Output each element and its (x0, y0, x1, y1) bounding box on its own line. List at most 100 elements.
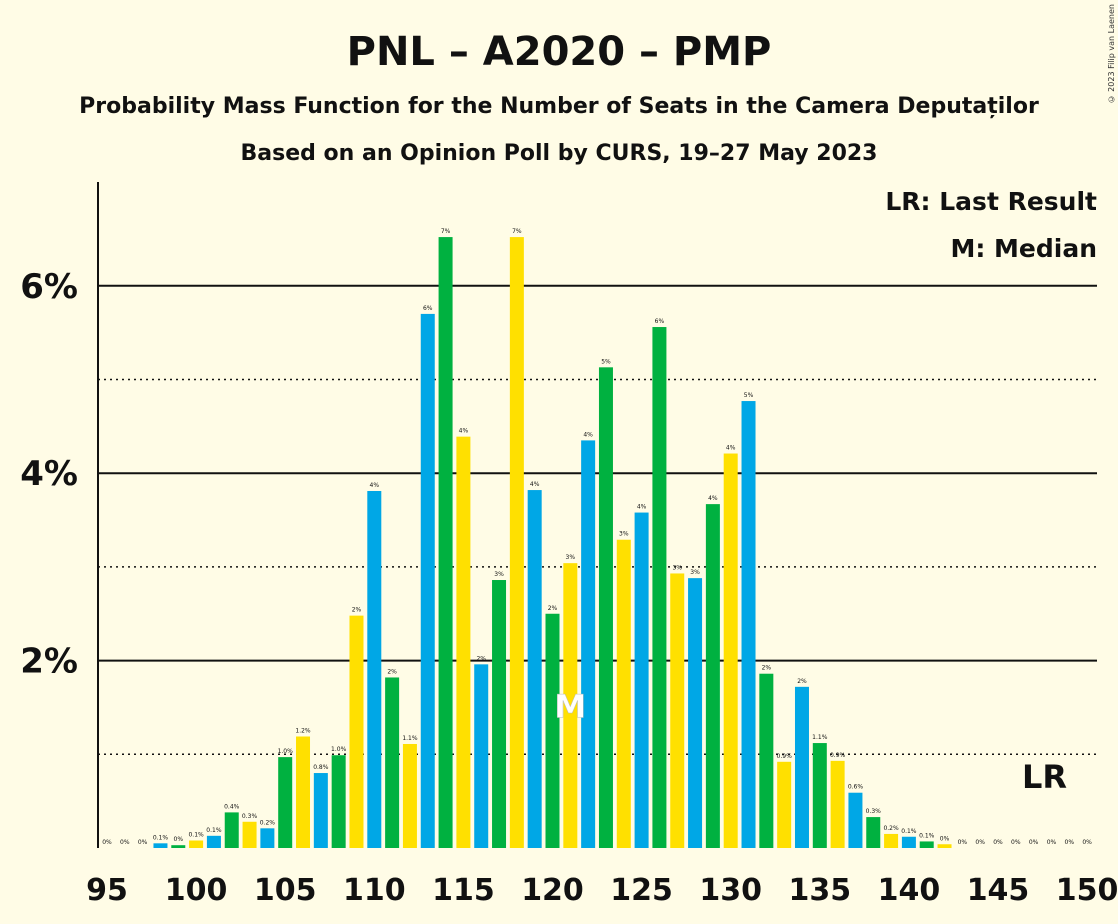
x-tick-label: 125 (610, 873, 673, 908)
data-label-111: 2% (387, 668, 397, 675)
data-label-120: 2% (548, 605, 558, 612)
data-label-149: 0% (1065, 839, 1075, 846)
bar-114 (438, 237, 453, 849)
bar-112 (402, 743, 417, 848)
y-tick-labels: 2% 4% 6% (20, 267, 78, 682)
legend-last-result: LR: Last Result (885, 187, 1097, 216)
data-label-112: 1.1% (402, 735, 418, 742)
bar-119 (527, 490, 542, 848)
data-label-117: 3% (494, 571, 504, 578)
gridlines (98, 284, 1097, 756)
legend-median: M: Median (950, 234, 1097, 263)
data-label-122: 4% (583, 431, 593, 438)
bar-133 (777, 761, 792, 848)
bar-134 (794, 686, 809, 848)
data-label-109: 2% (352, 607, 362, 614)
bar-106 (296, 736, 311, 848)
bar-125 (634, 512, 649, 848)
chart-subtitle: Probability Mass Function for the Number… (79, 94, 1039, 119)
data-label-137: 0.6% (848, 784, 864, 791)
data-label-124: 3% (619, 531, 629, 538)
markers: M LR (554, 687, 1067, 796)
x-tick-label: 130 (699, 873, 762, 908)
bar-138 (866, 817, 881, 848)
data-label-150: 0% (1082, 839, 1092, 846)
x-tick-label: 105 (254, 873, 317, 908)
data-label-146: 0% (1011, 839, 1021, 846)
bar-117 (492, 580, 507, 848)
data-labels: 0% 0% 0%0.1% 0%0.1%0.1%0.4%0.3%0.2%1.0%1.2%… (102, 228, 1092, 846)
data-label-100: 0.1% (188, 832, 204, 839)
bar-136 (830, 760, 845, 848)
bar-118 (509, 237, 524, 849)
data-label-131: 5% (744, 392, 754, 399)
bar-137 (848, 792, 863, 848)
y-tick-label: 2% (20, 642, 78, 682)
bar-116 (474, 664, 489, 848)
data-label-104: 0.2% (260, 819, 276, 826)
data-label-123: 5% (601, 358, 611, 365)
data-label-135: 1.1% (812, 734, 828, 741)
bar-130 (723, 453, 738, 848)
y-tick-label: 4% (20, 454, 78, 494)
bar-103 (242, 821, 257, 848)
data-label-138: 0.3% (866, 808, 882, 815)
data-label-140: 0.1% (901, 828, 917, 835)
data-label-132: 2% (762, 665, 772, 672)
data-label-142: 0% (940, 835, 950, 842)
data-label-113: 6% (423, 305, 433, 312)
data-label-97: 0% (138, 839, 148, 846)
data-label-95: 0% (102, 839, 112, 846)
bar-132 (759, 673, 774, 848)
data-label-147: 0% (1029, 839, 1039, 846)
bar-109 (349, 615, 364, 848)
x-tick-label: 150 (1056, 873, 1118, 908)
bar-105 (278, 757, 293, 848)
data-label-127: 3% (672, 564, 682, 571)
data-label-96: 0% (120, 839, 130, 846)
data-label-139: 0.2% (883, 825, 899, 832)
data-label-144: 0% (975, 839, 985, 846)
bar-101 (206, 835, 221, 848)
x-tick-label: 140 (878, 873, 941, 908)
data-label-128: 3% (690, 569, 700, 576)
x-tick-label: 95 (86, 873, 128, 908)
bar-100 (189, 840, 204, 848)
data-label-136: 0.9% (830, 752, 846, 759)
data-label-103: 0.3% (242, 813, 258, 820)
bar-135 (812, 743, 827, 848)
x-tick-label: 110 (343, 873, 406, 908)
bar-139 (884, 833, 899, 848)
bar-129 (705, 504, 720, 848)
bar-104 (260, 828, 275, 848)
data-label-141: 0.1% (919, 832, 935, 839)
data-label-110: 4% (370, 482, 380, 489)
bar-98 (153, 843, 168, 848)
median-marker: M (554, 688, 586, 726)
data-label-121: 3% (566, 554, 576, 561)
bar-142 (937, 844, 952, 848)
bar-140 (901, 836, 916, 848)
bar-108 (331, 755, 346, 848)
data-label-114: 7% (441, 228, 451, 235)
data-label-129: 4% (708, 495, 718, 502)
bar-141 (919, 841, 934, 848)
data-label-148: 0% (1047, 839, 1057, 846)
bars (153, 237, 952, 849)
bar-115 (456, 436, 471, 848)
bar-126 (652, 327, 667, 848)
data-label-107: 0.8% (313, 764, 329, 771)
data-label-145: 0% (993, 839, 1003, 846)
chart-title: PNL – A2020 – PMP (347, 29, 772, 75)
bar-99 (171, 845, 186, 848)
bar-107 (313, 773, 328, 848)
bar-111 (385, 677, 400, 848)
y-tick-label: 6% (20, 267, 78, 307)
x-tick-label: 120 (521, 873, 584, 908)
data-label-130: 4% (726, 445, 736, 452)
copyright-note: © 2023 Filip van Laenen (1107, 4, 1116, 104)
bar-121 (563, 563, 578, 848)
bar-102 (224, 812, 239, 848)
bar-127 (670, 573, 685, 848)
chart-subtitle-2: Based on an Opinion Poll by CURS, 19–27 … (241, 141, 878, 166)
